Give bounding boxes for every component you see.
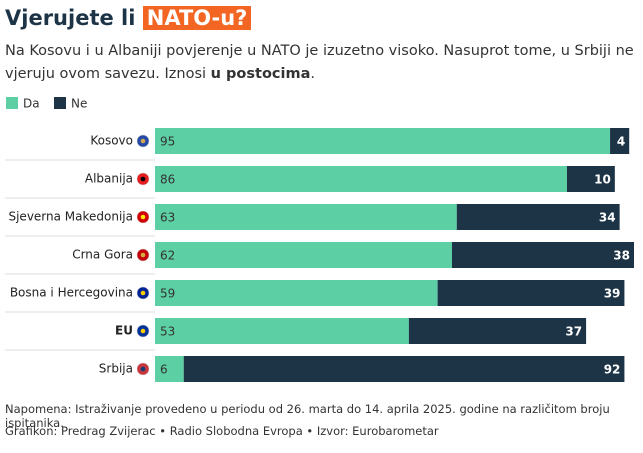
flag-emblem	[140, 252, 146, 258]
bar-segment	[155, 318, 409, 344]
value-label: 37	[565, 325, 582, 339]
category-label: Bosna i Hercegovina	[10, 286, 133, 300]
legend-label: Ne	[71, 97, 87, 111]
value-label: 53	[160, 325, 175, 339]
category-label: Kosovo	[90, 134, 133, 148]
category-label: Albanija	[85, 172, 133, 186]
bar-segment	[155, 242, 452, 268]
bar-segment	[155, 204, 457, 230]
value-label: 39	[604, 287, 621, 301]
bar-segment	[566, 166, 615, 192]
value-label: 59	[160, 287, 175, 301]
value-label: 38	[613, 249, 630, 263]
bar-segment	[456, 204, 620, 230]
category-label: EU	[115, 324, 133, 338]
subtitle-bold: u postocima	[210, 66, 311, 82]
flag-emblem	[140, 328, 146, 334]
bar-segment	[610, 128, 630, 154]
flag-emblem	[140, 138, 146, 144]
bar-segment	[155, 128, 611, 154]
legend-swatch	[54, 97, 66, 109]
credit: Grafikon: Predrag Zvijerac • Radio Slobo…	[5, 424, 439, 438]
chart-title: Vjerujete li	[5, 6, 136, 30]
subtitle-end: .	[310, 66, 315, 82]
bar-segment	[155, 280, 438, 306]
category-label: Crna Gora	[72, 248, 133, 262]
value-label: 95	[160, 135, 175, 149]
flag-emblem	[140, 290, 146, 296]
subtitle: Na Kosovu i u Albaniji povjerenje u NATO…	[5, 43, 634, 82]
value-label: 4	[617, 135, 625, 149]
flag-emblem	[140, 214, 146, 220]
value-label: 86	[160, 173, 175, 187]
category-label: Srbija	[99, 362, 133, 376]
title-block: Vjerujete li NATO-u?	[5, 6, 252, 30]
bar-segment	[437, 280, 625, 306]
bar-segment	[155, 166, 567, 192]
value-label: 62	[160, 249, 175, 263]
value-label: 63	[160, 211, 175, 225]
value-label: 10	[594, 173, 611, 187]
legend-label: Da	[23, 97, 40, 111]
bar-segment	[451, 242, 634, 268]
value-label: 34	[599, 211, 616, 225]
note: Napomena: Istraživanje provedeno u perio…	[5, 402, 610, 430]
subtitle-block: Na Kosovu i u Albaniji povjerenje u NATO…	[5, 40, 635, 86]
value-label: 6	[160, 363, 168, 377]
bar-segment	[183, 356, 625, 382]
value-label: 92	[604, 363, 621, 377]
legend-swatch	[6, 97, 18, 109]
title-highlight: NATO-u?	[142, 6, 252, 30]
bar-segment	[408, 318, 587, 344]
category-label: Sjeverna Makedonija	[8, 210, 133, 224]
flag-emblem	[140, 176, 146, 182]
flag-emblem	[140, 366, 146, 372]
bar-segment	[155, 356, 184, 382]
